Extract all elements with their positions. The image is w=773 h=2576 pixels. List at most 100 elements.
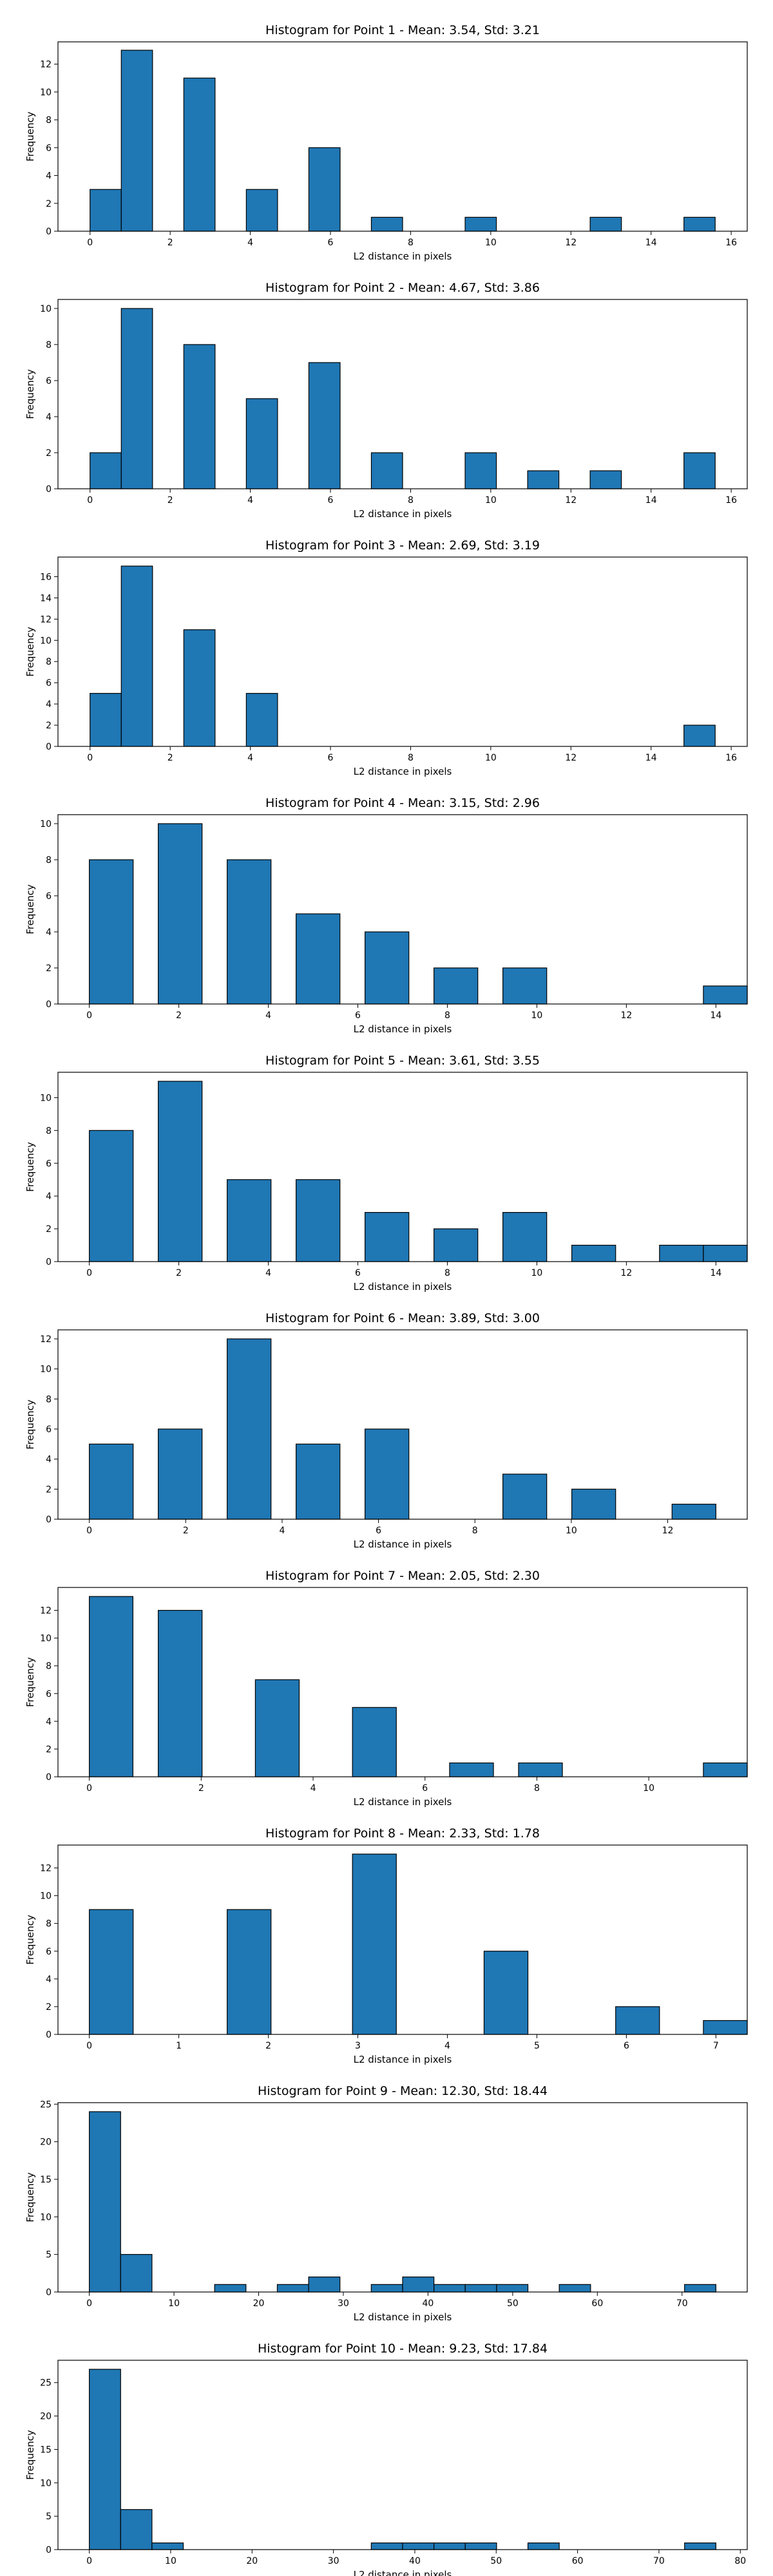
- histogram-bar: [365, 1212, 410, 1262]
- y-tick-label: 4: [46, 927, 52, 938]
- x-axis-label: L2 distance in pixels: [354, 1281, 452, 1293]
- histogram-bar: [89, 1596, 133, 1777]
- y-tick-label: 8: [46, 115, 52, 126]
- x-tick-label: 16: [725, 238, 737, 248]
- x-tick-label: 50: [490, 2556, 502, 2566]
- histogram-bar: [589, 216, 622, 232]
- x-tick-label: 3: [355, 2041, 361, 2051]
- y-tick-label: 4: [46, 699, 52, 710]
- x-tick-label: 4: [265, 1010, 271, 1021]
- plot-frame: [57, 556, 748, 747]
- x-axis-label: L2 distance in pixels: [354, 1796, 452, 1808]
- x-tick-label: 10: [643, 1783, 654, 1794]
- y-tick-label: 4: [46, 412, 52, 422]
- histogram-bar: [89, 2369, 121, 2550]
- x-tick-label: 10: [531, 1268, 543, 1278]
- x-tick-label: 8: [408, 238, 414, 248]
- y-tick-label: 6: [46, 1947, 52, 1957]
- y-tick-label: 0: [46, 2030, 52, 2040]
- y-tick-label: 8: [46, 1394, 52, 1405]
- y-tick-label: 4: [46, 1975, 52, 1985]
- y-axis-label: Frequency: [24, 2172, 36, 2222]
- x-tick-label: 80: [734, 2556, 746, 2566]
- x-tick-label: 0: [86, 2556, 92, 2566]
- x-tick-label: 14: [710, 1010, 721, 1021]
- x-tick-label: 6: [624, 2041, 629, 2051]
- x-tick-label: 12: [565, 753, 577, 763]
- plot-frame: [57, 299, 748, 489]
- y-tick-label: 2: [46, 1224, 52, 1235]
- y-tick-label: 16: [40, 572, 52, 582]
- x-tick-label: 8: [408, 495, 414, 506]
- y-axis-label: Frequency: [24, 369, 36, 419]
- histogram-bar: [120, 50, 153, 232]
- x-tick-label: 6: [355, 1010, 361, 1021]
- chart-title: Histogram for Point 5 - Mean: 3.61, Std:…: [265, 1054, 540, 1068]
- y-tick-label: 6: [46, 678, 52, 688]
- y-tick-label: 0: [46, 1772, 52, 1783]
- y-tick-label: 15: [40, 2445, 52, 2455]
- histogram-bar: [464, 2284, 497, 2293]
- histogram-bar: [402, 2277, 435, 2293]
- histogram-bar: [89, 1909, 134, 2035]
- x-tick-label: 16: [725, 495, 737, 506]
- x-tick-label: 40: [409, 2556, 421, 2566]
- y-axis-label: Frequency: [24, 1657, 36, 1707]
- y-tick-label: 0: [46, 2287, 52, 2298]
- histogram-panel-10: Histogram for Point 10 - Mean: 9.23, Std…: [24, 2342, 748, 2576]
- y-tick-label: 6: [46, 1689, 52, 1700]
- histogram-bar: [245, 693, 278, 747]
- histogram-bar: [158, 1081, 203, 1262]
- histogram-bar: [483, 1951, 529, 2035]
- y-tick-label: 2: [46, 1484, 52, 1495]
- x-axis-label: L2 distance in pixels: [354, 766, 452, 777]
- x-tick-label: 70: [653, 2556, 665, 2566]
- histogram-bar: [120, 308, 153, 489]
- plot-frame: [57, 1072, 748, 1262]
- y-tick-label: 6: [46, 1159, 52, 1169]
- x-tick-label: 4: [247, 753, 253, 763]
- x-tick-label: 0: [86, 1526, 92, 1536]
- y-tick-label: 2: [46, 1745, 52, 1755]
- x-axis-label: L2 distance in pixels: [354, 2311, 452, 2323]
- y-tick-label: 12: [40, 1864, 52, 1874]
- histogram-bar: [703, 1762, 748, 1777]
- x-tick-label: 14: [645, 753, 657, 763]
- y-tick-label: 8: [46, 657, 52, 667]
- y-tick-label: 2: [46, 448, 52, 459]
- x-tick-label: 10: [485, 238, 497, 248]
- histogram-panel-4: Histogram for Point 4 - Mean: 3.15, Std:…: [24, 796, 748, 1035]
- histogram-bar: [151, 2543, 184, 2550]
- plot-frame: [57, 2102, 748, 2293]
- x-tick-label: 12: [620, 1010, 632, 1021]
- x-tick-label: 5: [534, 2041, 540, 2051]
- y-tick-label: 0: [46, 2545, 52, 2555]
- x-tick-label: 4: [279, 1526, 285, 1536]
- histogram-bar: [449, 1762, 494, 1777]
- x-tick-label: 0: [86, 1010, 92, 1021]
- histogram-bar: [352, 1853, 397, 2035]
- y-tick-label: 10: [40, 1634, 52, 1644]
- histogram-bar: [684, 2543, 716, 2550]
- chart-title: Histogram for Point 10 - Mean: 9.23, Std…: [258, 2342, 548, 2356]
- histogram-bar: [308, 362, 341, 489]
- y-tick-label: 4: [46, 171, 52, 182]
- y-tick-label: 15: [40, 2175, 52, 2185]
- histogram-bar: [683, 216, 716, 232]
- histogram-bar: [434, 2543, 466, 2550]
- x-tick-label: 12: [565, 495, 577, 506]
- y-tick-label: 8: [46, 1662, 52, 1672]
- x-tick-label: 2: [167, 238, 173, 248]
- histogram-bar: [370, 2543, 403, 2550]
- y-tick-label: 10: [40, 1365, 52, 1375]
- plot-frame: [57, 1587, 748, 1777]
- histogram-bar: [89, 1443, 134, 1520]
- histogram-bar: [276, 2284, 309, 2293]
- histogram-bar: [183, 629, 216, 747]
- histogram-bar: [703, 985, 748, 1005]
- histogram-bar: [659, 1244, 704, 1262]
- histogram-bar: [158, 823, 203, 1005]
- histogram-bar: [434, 1228, 479, 1262]
- histogram-bar: [370, 2284, 403, 2293]
- plot-frame: [57, 1329, 748, 1520]
